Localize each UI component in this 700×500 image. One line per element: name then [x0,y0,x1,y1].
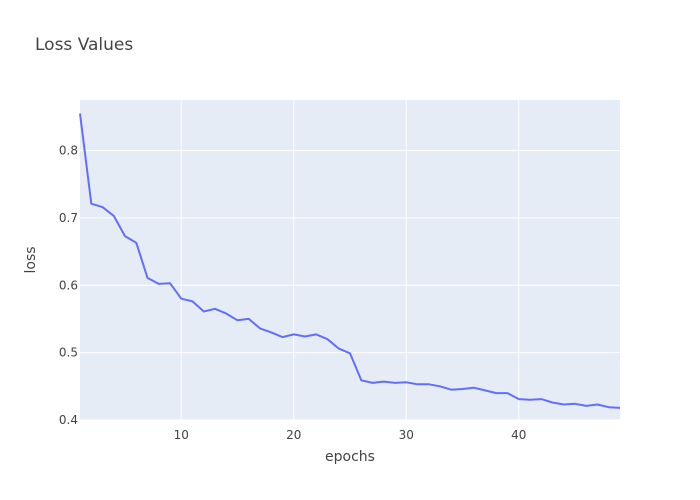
y-tick-label-4: 0.8 [59,144,78,158]
y-tick-label-2: 0.6 [59,278,78,292]
x-tick-label-2: 30 [399,428,414,442]
plot-area [80,100,620,420]
y-axis-ticks: 0.4 0.5 0.6 0.7 0.8 [59,144,78,427]
y-tick-label-1: 0.5 [59,346,78,360]
x-tick-label-3: 40 [511,428,526,442]
y-tick-label-3: 0.7 [59,211,78,225]
series-line-0 [79,113,621,409]
y-axis-title: loss [23,246,39,273]
x-tick-label-0: 10 [174,428,189,442]
series-group [79,113,621,409]
x-axis-title: epochs [325,449,375,465]
x-tick-label-1: 20 [286,428,301,442]
chart-title: Loss Values [35,35,133,55]
x-axis-ticks: 10 20 30 40 [174,428,527,442]
y-tick-label-0: 0.4 [59,413,78,427]
